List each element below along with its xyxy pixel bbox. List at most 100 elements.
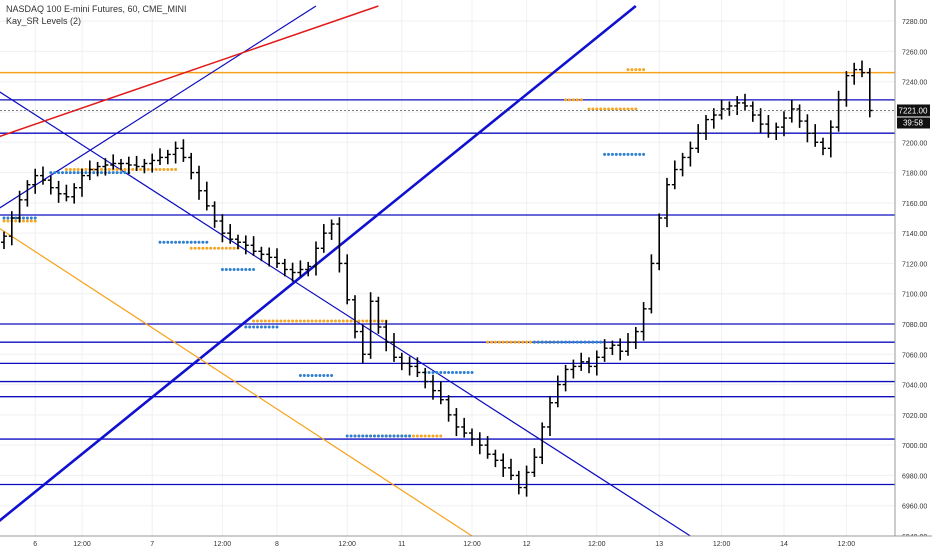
price-axis[interactable] <box>895 0 932 536</box>
sr-dot-orange <box>571 98 575 102</box>
trendline-blue <box>0 5 317 209</box>
sr-dot-orange <box>412 434 415 438</box>
sr-dot-blue <box>610 152 614 156</box>
time-tick-label: 8 <box>275 541 279 548</box>
sr-dot-blue <box>532 340 536 344</box>
sr-dot-orange <box>158 168 162 172</box>
sr-dot-blue <box>369 434 373 438</box>
sr-dot-blue <box>275 325 279 329</box>
sr-dot-orange <box>84 168 88 172</box>
sr-dot-orange <box>22 219 25 223</box>
sr-dot-orange <box>295 319 298 323</box>
sr-dot-blue <box>2 216 6 220</box>
sr-dot-orange <box>170 168 174 172</box>
sr-dot-orange <box>626 68 630 72</box>
sr-dot-orange <box>587 107 591 111</box>
sr-dot-orange <box>291 319 295 323</box>
sr-dot-orange <box>591 107 595 111</box>
sr-dot-blue <box>349 434 353 438</box>
sr-dot-orange <box>306 319 310 323</box>
sr-dot-blue <box>603 152 607 156</box>
sr-dot-orange <box>431 434 435 438</box>
sr-dot-orange <box>2 219 6 223</box>
sr-dot-blue <box>466 370 470 374</box>
sr-dot-orange <box>92 168 96 172</box>
sr-dot-orange <box>72 168 76 172</box>
indicator-label[interactable]: Kay_SR Levels (2) <box>6 16 82 26</box>
sr-dot-blue <box>248 325 252 329</box>
trendline-blue <box>0 91 691 536</box>
sr-dot-blue <box>220 267 224 271</box>
sr-dot-blue <box>634 152 638 156</box>
sr-dot-orange <box>193 246 197 250</box>
sr-dot-blue <box>181 240 185 244</box>
sr-dot-blue <box>64 171 68 175</box>
sr-dot-blue <box>29 216 33 220</box>
price-tick-label: 7160.00 <box>902 201 927 208</box>
sr-dot-blue <box>536 340 540 344</box>
sr-dot-orange <box>33 219 37 223</box>
sr-dot-orange <box>220 246 224 250</box>
sr-dot-orange <box>310 319 314 323</box>
sr-dot-orange <box>201 246 205 250</box>
price-tick-label: 7100.00 <box>902 292 927 299</box>
sr-dot-blue <box>298 373 302 377</box>
sr-dot-blue <box>22 216 25 220</box>
sr-dot-blue <box>552 340 556 344</box>
grid-layer <box>0 0 895 537</box>
sr-dot-orange <box>622 107 626 111</box>
sr-dot-blue <box>400 434 404 438</box>
sr-dot-orange <box>298 319 302 323</box>
sr-dot-blue <box>607 152 610 156</box>
sr-dot-orange <box>14 219 18 223</box>
sr-dot-orange <box>6 219 10 223</box>
sr-dot-orange <box>630 68 634 72</box>
sr-dot-blue <box>115 171 119 175</box>
sr-dot-blue <box>310 373 314 377</box>
sr-dot-blue <box>544 340 548 344</box>
sr-dot-blue <box>100 171 103 175</box>
sr-dot-blue <box>591 340 595 344</box>
sr-dot-blue <box>178 240 181 244</box>
sr-dot-blue <box>447 370 451 374</box>
time-axis[interactable] <box>0 536 932 550</box>
sr-dot-orange <box>326 319 330 323</box>
last-price-badge-bg <box>897 104 930 117</box>
sr-dot-orange <box>123 168 127 172</box>
sr-dot-orange <box>259 319 263 323</box>
sr-dot-orange <box>575 98 579 102</box>
time-tick-label: 13 <box>655 541 663 548</box>
sr-dot-blue <box>267 325 271 329</box>
sr-dot-orange <box>380 319 384 323</box>
sr-dot-blue <box>357 434 361 438</box>
sr-dot-orange <box>357 319 361 323</box>
sr-dot-orange <box>146 168 150 172</box>
sr-dot-blue <box>571 340 575 344</box>
sr-dot-blue <box>263 325 267 329</box>
sr-dot-orange <box>139 168 142 172</box>
sr-dot-orange <box>630 107 634 111</box>
sr-dot-orange <box>131 168 135 172</box>
sr-dot-blue <box>197 240 201 244</box>
sr-dot-orange <box>361 319 365 323</box>
sr-dot-blue <box>618 152 622 156</box>
symbol-title[interactable]: NASDAQ 100 E-mini Futures, 60, CME_MINI <box>6 4 187 14</box>
sr-dot-blue <box>470 370 474 374</box>
sr-dot-blue <box>330 373 334 377</box>
time-tick-label: 12:00 <box>463 541 481 548</box>
sr-dot-blue <box>166 240 170 244</box>
trendline-orange <box>0 227 473 536</box>
sr-dot-orange <box>634 68 638 72</box>
sr-dot-orange <box>318 319 322 323</box>
sr-dot-orange <box>162 168 166 172</box>
sr-dot-blue <box>158 240 162 244</box>
sr-dot-orange <box>25 219 29 223</box>
sr-dot-blue <box>622 152 626 156</box>
time-tick-label: 12:00 <box>588 541 606 548</box>
sr-dot-orange <box>439 434 443 438</box>
sr-dot-orange <box>634 107 638 111</box>
sr-dot-orange <box>267 319 271 323</box>
sr-dot-orange <box>100 168 103 172</box>
sr-dot-blue <box>185 240 189 244</box>
